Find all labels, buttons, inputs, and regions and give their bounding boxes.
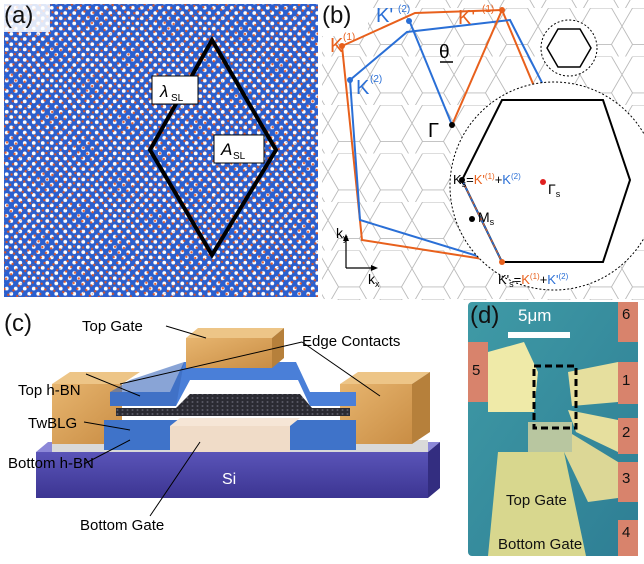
label-top-gate-micro: Top Gate bbox=[506, 492, 567, 509]
label-bottom-gate-micro: Bottom Gate bbox=[498, 536, 583, 553]
label-bottom-gate: Bottom Gate bbox=[80, 517, 164, 534]
theta-label: θ bbox=[439, 42, 450, 63]
svg-text:(1): (1) bbox=[482, 4, 494, 15]
label-edge-contacts: Edge Contacts bbox=[302, 333, 400, 350]
kx-label: kx bbox=[368, 271, 380, 289]
contact-6: 6 bbox=[622, 306, 631, 323]
panel-b-label: (b) bbox=[322, 2, 352, 29]
k1-label: K bbox=[330, 35, 344, 57]
k2-label: K bbox=[356, 77, 370, 99]
label-twblg: TwBLG bbox=[28, 415, 77, 432]
contact-2: 2 bbox=[622, 424, 631, 441]
panel-a: λ SL A SL (a) bbox=[0, 0, 322, 300]
panel-b: K (1) K (2) K' (2) K' (1) θ Γ Ks=K'(1)+K… bbox=[322, 0, 644, 300]
gamma-label: Γ bbox=[428, 120, 439, 142]
panel-c-label: (c) bbox=[4, 310, 32, 337]
m-s-label: Ms bbox=[478, 209, 495, 227]
ky-label: ky bbox=[336, 225, 348, 243]
panel-c: Top Gate Edge Contacts Top h-BN TwBLG Bo… bbox=[0, 300, 460, 559]
brillouin-zone-diagram: K (1) K (2) K' (2) K' (1) θ Γ Ks=K'(1)+K… bbox=[322, 0, 644, 300]
scale-bar-label: 5μm bbox=[518, 306, 552, 325]
supercell-rhombus bbox=[147, 35, 279, 259]
panel-d: (d) 5μm 6 5 1 2 3 4 Top Gate Bottom Gate bbox=[468, 302, 638, 556]
kp1-label: K' bbox=[458, 7, 475, 29]
panel-d-label: (d) bbox=[470, 302, 500, 329]
gamma-s-label: Γs bbox=[548, 181, 561, 199]
area-label: A bbox=[220, 140, 232, 159]
label-top-gate: Top Gate bbox=[82, 318, 143, 335]
kps-equation: K's=K(1)+K'(2) bbox=[498, 272, 569, 289]
contact-4: 4 bbox=[622, 524, 631, 541]
lambda-label: λ bbox=[159, 82, 168, 101]
device-schematic: Top Gate Edge Contacts Top h-BN TwBLG Bo… bbox=[8, 318, 440, 534]
panel-a-label: (a) bbox=[4, 2, 34, 29]
contact-1: 1 bbox=[622, 372, 631, 389]
contact-3: 3 bbox=[622, 470, 631, 487]
kp2-label: K' bbox=[376, 5, 393, 27]
area-sub: SL bbox=[233, 151, 246, 162]
moire-pattern: λ SL A SL bbox=[0, 0, 318, 297]
optical-micrograph bbox=[468, 302, 638, 556]
label-si: Si bbox=[222, 471, 236, 488]
contact-5: 5 bbox=[472, 362, 481, 379]
label-bottom-hbn: Bottom h-BN bbox=[8, 455, 94, 472]
lambda-sub: SL bbox=[171, 93, 184, 104]
svg-text:(2): (2) bbox=[398, 4, 410, 15]
svg-text:(1): (1) bbox=[343, 32, 355, 43]
ks-equation: Ks=K'(1)+K(2) bbox=[453, 172, 521, 189]
svg-text:(2): (2) bbox=[370, 74, 382, 85]
label-top-hbn: Top h-BN bbox=[18, 382, 81, 399]
